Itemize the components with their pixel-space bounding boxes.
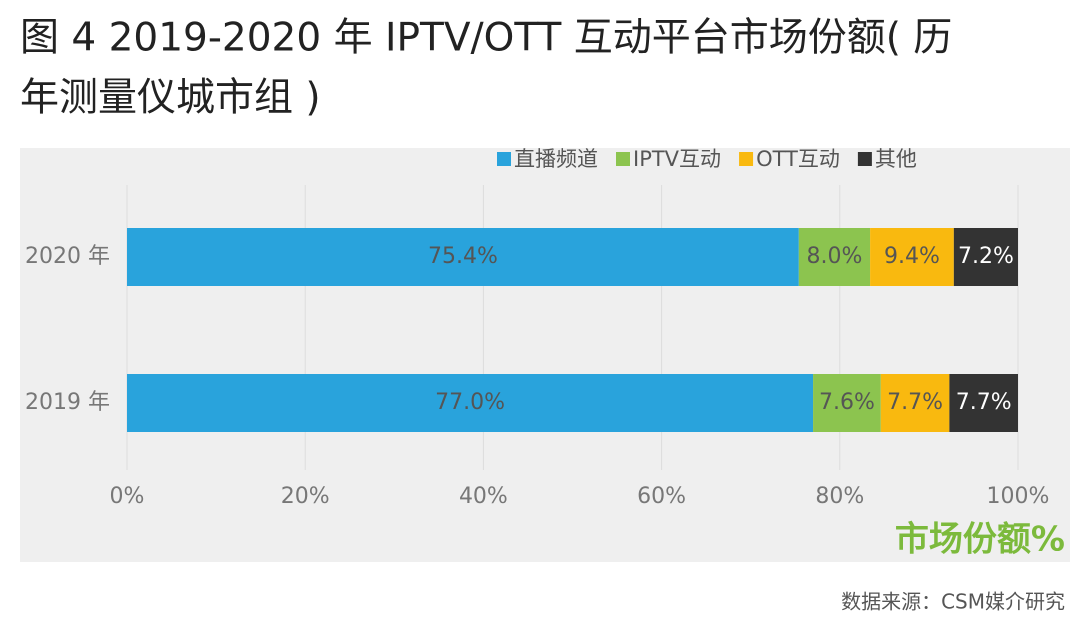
data-label: 7.7% xyxy=(956,390,1012,415)
legend-label: 其他 xyxy=(875,147,917,171)
legend-swatch xyxy=(739,152,754,166)
y-tick-label: 2019 年 xyxy=(25,390,110,415)
legend-swatch xyxy=(497,152,511,166)
bar-segment xyxy=(127,374,814,432)
legend-swatch xyxy=(616,152,630,166)
x-axis-label: 市场份额% xyxy=(895,520,1065,560)
x-tick-label: 40% xyxy=(459,484,508,509)
data-label: 7.6% xyxy=(819,390,875,415)
x-tick-label: 80% xyxy=(815,484,864,509)
bar-segment xyxy=(949,374,1018,432)
x-tick-label: 100% xyxy=(987,484,1050,509)
legend-swatch xyxy=(857,152,872,166)
bar-segment xyxy=(870,228,954,286)
y-tick-label: 2020 年 xyxy=(25,244,110,269)
chart-title: 图 4 2019-2020 年 IPTV/OTT 互动平台市场份额( 历 xyxy=(20,16,952,61)
x-tick-label: 20% xyxy=(281,484,330,509)
chart-title: 年测量仪城市组 ) xyxy=(20,76,321,121)
data-label: 7.7% xyxy=(887,390,943,415)
data-label: 7.2% xyxy=(958,244,1014,269)
bar-segment xyxy=(127,228,799,286)
x-tick-label: 60% xyxy=(637,484,686,509)
data-label: 8.0% xyxy=(807,244,863,269)
bar-segment xyxy=(798,228,871,286)
legend-label: 直播频道 xyxy=(514,147,598,171)
legend-label: IPTV互动 xyxy=(633,147,721,171)
plot-background xyxy=(20,148,1070,562)
bar-segment xyxy=(813,374,881,432)
bar-segment xyxy=(880,374,950,432)
source-note: 数据来源：CSM媒介研究 xyxy=(841,590,1065,614)
data-label: 75.4% xyxy=(428,244,498,269)
legend-label: OTT互动 xyxy=(756,147,840,171)
bar-segment xyxy=(953,228,1018,286)
data-label: 77.0% xyxy=(435,390,505,415)
x-tick-label: 0% xyxy=(110,484,145,509)
data-label: 9.4% xyxy=(884,244,940,269)
